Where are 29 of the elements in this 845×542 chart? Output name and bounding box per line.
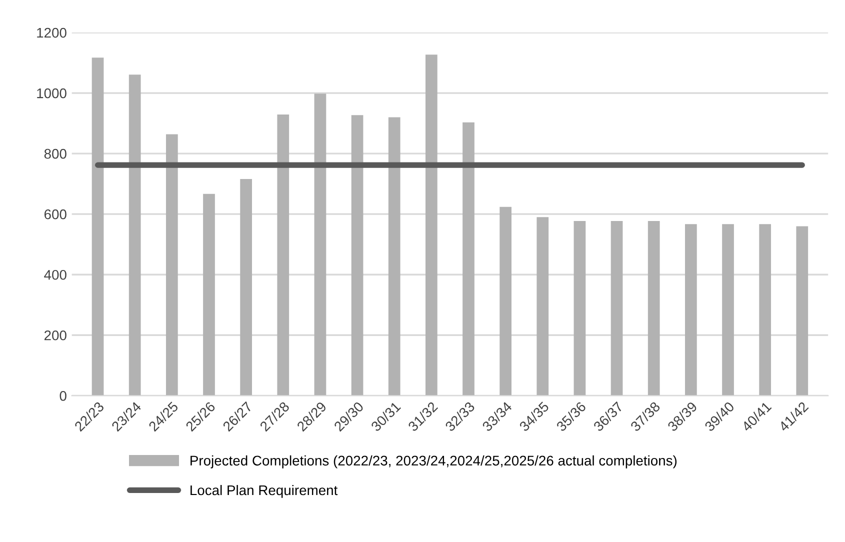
y-tick-label: 0 <box>60 390 66 401</box>
bar <box>166 134 178 396</box>
y-tick-label: 600 <box>44 209 66 220</box>
bar <box>574 221 586 396</box>
bar <box>610 221 623 396</box>
y-tick-label: 1000 <box>37 88 66 98</box>
bar <box>388 117 400 396</box>
bar <box>240 178 252 396</box>
bar <box>425 54 438 396</box>
bar <box>314 94 326 396</box>
bar <box>128 74 141 396</box>
y-tick-label: 400 <box>44 270 66 280</box>
bar <box>796 226 808 396</box>
bar <box>648 221 660 396</box>
bar <box>500 206 512 396</box>
legend-label: Projected Completions (2022/23, 2023/24,2024/25,2025/26 actual completions) <box>190 455 677 468</box>
bar <box>92 58 104 396</box>
y-tick-label: 1200 <box>37 28 66 38</box>
bar <box>536 217 549 396</box>
bar <box>203 194 215 396</box>
bar <box>759 224 772 396</box>
legend-label: Local Plan Requirement <box>190 484 338 498</box>
y-tick-label: 800 <box>44 148 66 159</box>
bar <box>722 224 734 396</box>
bar <box>685 224 697 396</box>
bar <box>351 115 364 396</box>
bar <box>462 122 474 396</box>
bar <box>277 114 290 396</box>
y-tick-label: 200 <box>44 330 66 340</box>
